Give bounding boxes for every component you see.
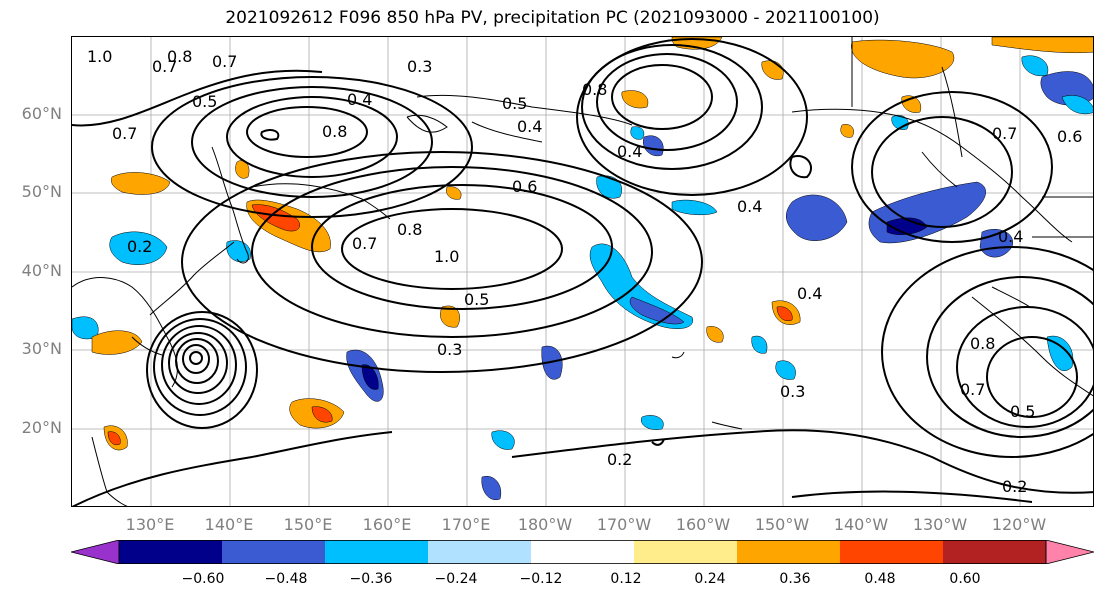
lon-label: 170°W [596, 515, 652, 534]
colorbar-tick-label: 0.36 [779, 571, 811, 587]
contour-label: 0.4 [737, 197, 762, 216]
contour-label: 0.3 [780, 382, 805, 401]
colorbar-tick-label: −0.24 [434, 571, 478, 587]
contour-label: 0.8 [322, 122, 347, 141]
contour-label: 0.6 [512, 177, 537, 196]
colorbar-extend-min [71, 540, 120, 564]
contour-label: 0.7 [152, 57, 177, 76]
contour-label: 0.8 [970, 334, 995, 353]
contour-label: 0.5 [502, 94, 527, 113]
colorbar-tick-label: −0.36 [349, 571, 393, 587]
contour-label: 0.7 [992, 124, 1017, 143]
contour-label: 0.7 [112, 124, 137, 143]
colorbar-tick-label: 0.12 [610, 571, 642, 587]
contour-label: 0.5 [192, 92, 217, 111]
map-panel: 1.0 0.8 0.7 0.5 0.3 0.4 0.8 0.7 0.5 0.4 … [71, 36, 1094, 507]
lon-label: 150°W [754, 515, 810, 534]
colorbar-segment [737, 540, 841, 564]
contour-label: 0.4 [347, 90, 372, 109]
colorbar-tick-label: 0.24 [694, 571, 726, 587]
colorbar [71, 540, 1094, 564]
lat-label: 30°N [21, 339, 62, 358]
map-canvas: 1.0 0.8 0.7 0.5 0.3 0.4 0.8 0.7 0.5 0.4 … [72, 37, 1093, 506]
contour-label: 0.4 [617, 142, 642, 161]
contour-label: 0.2 [607, 450, 632, 469]
contour-label: 0.6 [1057, 127, 1082, 146]
precipitation-shading [72, 37, 1093, 501]
lon-label: 150°E [283, 515, 333, 534]
contour-label: 0.5 [464, 290, 489, 309]
lat-label: 60°N [21, 104, 62, 123]
colorbar-tick-label: −0.48 [264, 571, 308, 587]
colorbar-segment [222, 540, 326, 564]
contour-label: 1.0 [434, 247, 459, 266]
colorbar-segment [943, 540, 1047, 564]
colorbar-tick-label: 0.60 [949, 571, 981, 587]
lon-label: 130°E [125, 515, 175, 534]
contour-label: 0.7 [212, 52, 237, 71]
colorbar-extend-max [1045, 540, 1094, 564]
colorbar-segment [634, 540, 738, 564]
lon-label: 140°W [833, 515, 889, 534]
lat-label: 20°N [21, 418, 62, 437]
colorbar-tick-label: −0.12 [519, 571, 563, 587]
contour-labels: 1.0 0.8 0.7 0.5 0.3 0.4 0.8 0.7 0.5 0.4 … [87, 47, 1082, 496]
contour-label: 0.4 [998, 227, 1023, 246]
contour-label: 0.4 [517, 117, 542, 136]
lon-label: 160°W [675, 515, 731, 534]
contour-label: 0.7 [960, 380, 985, 399]
contour-label: 0.7 [352, 234, 377, 253]
contour-label: 0.2 [127, 237, 152, 256]
lon-label: 130°W [912, 515, 968, 534]
contour-label: 0.2 [1002, 477, 1027, 496]
contour-label: 0.8 [397, 220, 422, 239]
contour-label: 1.0 [87, 47, 112, 66]
lon-label: 180°W [517, 515, 573, 534]
contour-label: 0.4 [797, 284, 822, 303]
lon-label: 170°E [441, 515, 491, 534]
lat-label: 50°N [21, 182, 62, 201]
colorbar-tick-label: 0.48 [864, 571, 896, 587]
colorbar-segment [119, 540, 223, 564]
lon-label: 160°E [362, 515, 412, 534]
colorbar-tick-label: −0.60 [181, 571, 225, 587]
pv-contours [72, 38, 1093, 506]
colorbar-segment [840, 540, 944, 564]
contour-label: 0.8 [582, 80, 607, 99]
colorbar-segment [531, 540, 635, 564]
lon-label: 120°W [991, 515, 1047, 534]
contour-label: 0.3 [407, 57, 432, 76]
contour-label: 0.5 [1010, 402, 1035, 421]
map-title: 2021092612 F096 850 hPa PV, precipitatio… [225, 8, 880, 28]
colorbar-segment [325, 540, 429, 564]
lon-label: 140°E [204, 515, 254, 534]
contour-label: 0.8 [167, 47, 192, 66]
lat-label: 40°N [21, 261, 62, 280]
colorbar-segment [428, 540, 532, 564]
contour-label: 0.3 [437, 340, 462, 359]
colorbar-outline [118, 540, 1047, 564]
